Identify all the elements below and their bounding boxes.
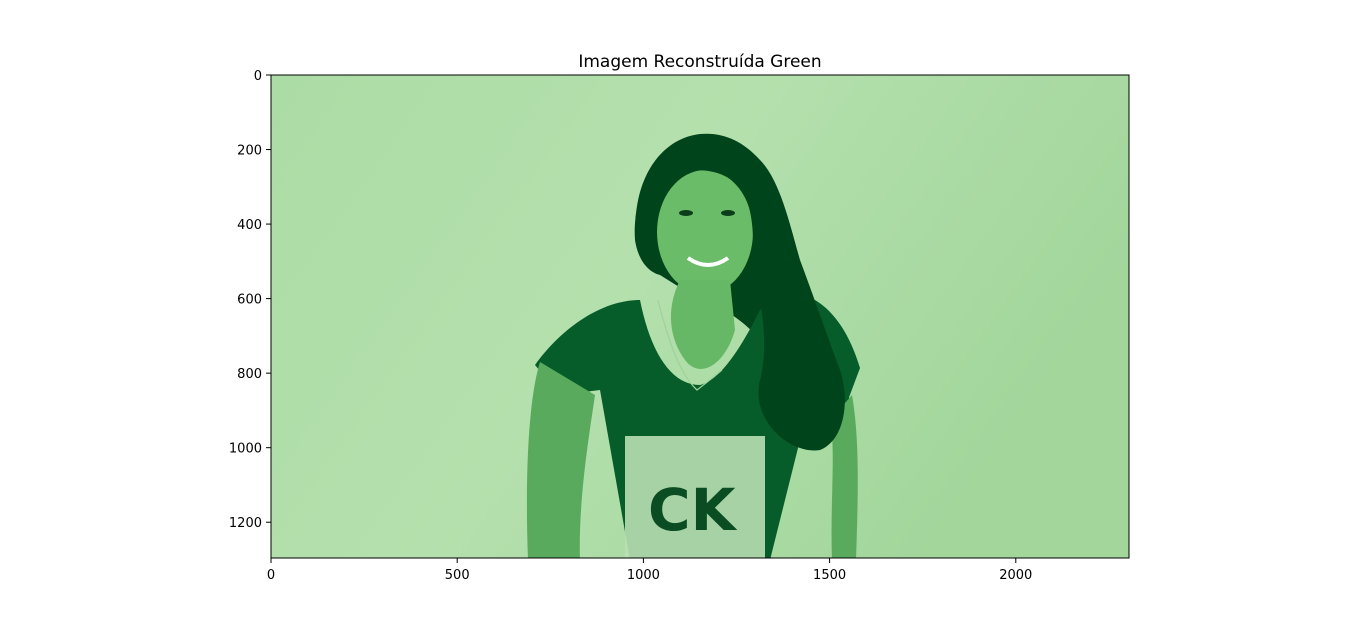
x-tick-label: 1000 [627, 568, 660, 583]
right-arm [830, 395, 858, 558]
shirt-print [625, 436, 765, 558]
y-tick-label: 1000 [229, 442, 262, 457]
axes-frame [270, 74, 1130, 559]
x-tick-label: 2000 [999, 568, 1032, 583]
left-arm [526, 362, 595, 558]
neck [670, 280, 735, 369]
hair-front [635, 133, 845, 451]
green-channel-image: CK [271, 75, 1129, 558]
x-tick-label: 1500 [813, 568, 846, 583]
y-tick-label: 200 [237, 144, 262, 159]
shirt-print-graphic: CK [648, 476, 738, 544]
eye-left [679, 210, 693, 216]
face [657, 170, 753, 294]
necklace [657, 299, 723, 391]
y-tick-label: 800 [237, 367, 262, 382]
y-axis: 0 200 400 600 800 1000 1200 [229, 69, 271, 531]
chart-title: Imagem Reconstruída Green [578, 52, 821, 72]
smile [686, 256, 730, 267]
y-tick-label: 400 [237, 218, 262, 233]
y-tick-label: 0 [254, 69, 262, 84]
eye-right [721, 210, 735, 216]
y-tick-label: 1200 [229, 516, 262, 531]
x-axis: 0 500 1000 1500 2000 [267, 558, 1032, 583]
y-tick-label: 600 [237, 293, 262, 308]
x-tick-label: 0 [267, 568, 275, 583]
x-tick-label: 500 [445, 568, 470, 583]
